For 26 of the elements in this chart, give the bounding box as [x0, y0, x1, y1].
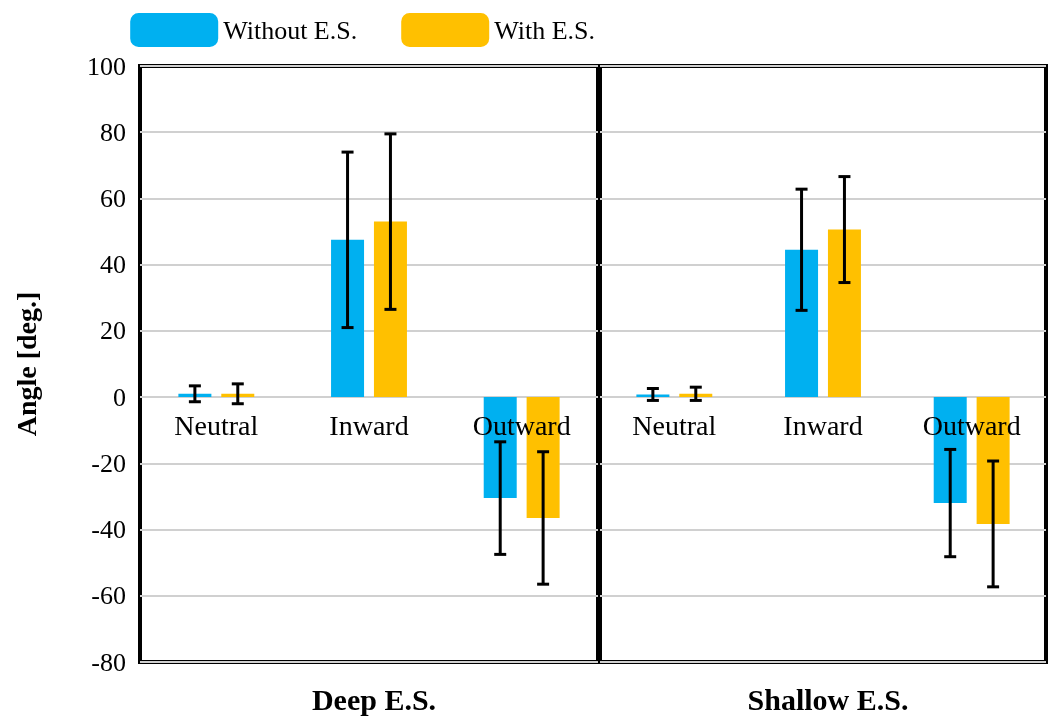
y-tick-label: 40 — [100, 250, 126, 280]
y-tick-label: 20 — [100, 316, 126, 346]
x-tick-label: Neutral — [632, 409, 717, 441]
y-tick-label: -80 — [91, 647, 126, 677]
y-axis-title: Angle [deg.] — [10, 291, 42, 437]
x-tick-label: Outward — [472, 409, 571, 441]
bar — [373, 221, 407, 398]
y-tick-label: 100 — [87, 51, 126, 81]
x-tick-label: Inward — [329, 409, 409, 441]
y-tick-label: -40 — [91, 515, 126, 545]
x-tick-label: Inward — [783, 409, 863, 441]
x-tick-label: Outward — [922, 409, 1021, 441]
x-axis-title: Deep E.S. — [311, 682, 437, 716]
x-tick-label: Neutral — [174, 409, 259, 441]
y-tick-label: -20 — [91, 448, 126, 478]
y-tick-label: 0 — [113, 382, 126, 412]
legend-label: Without E.S. — [223, 15, 358, 45]
bar — [827, 229, 861, 398]
bar — [636, 394, 670, 398]
y-tick-label: -60 — [91, 581, 126, 611]
x-axis-title: Shallow E.S. — [747, 682, 909, 716]
bar — [785, 249, 819, 398]
bar — [331, 239, 365, 398]
legend-label: With E.S. — [494, 15, 596, 45]
y-tick-label: 80 — [100, 117, 126, 147]
y-tick-label: 60 — [100, 183, 126, 213]
